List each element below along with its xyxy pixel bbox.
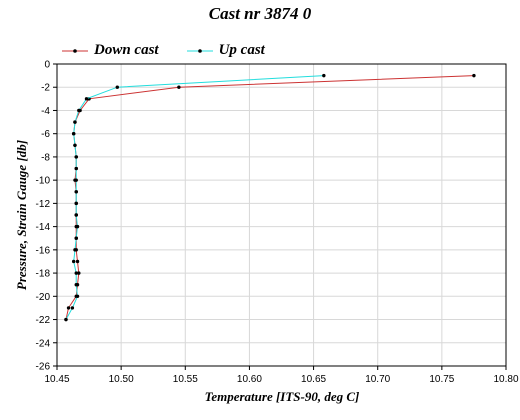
legend-swatch-down-cast bbox=[62, 48, 88, 53]
y-tick-label: -4 bbox=[41, 106, 50, 117]
y-tick-label: -6 bbox=[41, 129, 50, 140]
x-tick-label: 10.55 bbox=[173, 374, 198, 385]
data-point-down-cast bbox=[75, 259, 80, 264]
y-axis-title: Pressure, Strain Gauge [db] bbox=[14, 140, 29, 290]
y-tick-label: -24 bbox=[36, 338, 51, 349]
legend-swatch-up-cast bbox=[186, 48, 213, 53]
y-tick-label: -12 bbox=[36, 199, 51, 210]
y-tick-label: -2 bbox=[41, 83, 50, 94]
data-point-up-cast bbox=[77, 108, 81, 113]
y-tick-label: -22 bbox=[36, 315, 51, 326]
data-point-up-cast bbox=[74, 178, 78, 182]
data-point-up-cast bbox=[74, 271, 78, 275]
legend-label-down-cast: Down cast bbox=[94, 42, 159, 58]
chart-title: Cast nr 3874 0 bbox=[208, 4, 312, 23]
data-point-down-cast bbox=[177, 85, 181, 89]
data-point-up-cast bbox=[74, 236, 78, 240]
x-tick-label: 10.75 bbox=[429, 374, 454, 385]
data-point-up-cast bbox=[74, 201, 78, 206]
x-tick-label: 10.65 bbox=[301, 374, 326, 385]
data-point-up-cast bbox=[73, 120, 77, 124]
chart-legend: Down cast Up cast bbox=[62, 42, 293, 59]
data-point-up-cast bbox=[84, 97, 89, 101]
data-point-down-cast bbox=[66, 306, 71, 310]
data-point-up-cast bbox=[74, 282, 78, 287]
x-tick-label: 10.80 bbox=[493, 374, 518, 385]
legend-item-down-cast: Down cast bbox=[62, 42, 159, 59]
legend-item-up-cast: Up cast bbox=[186, 42, 265, 59]
x-axis-title: Temperature [ITS-90, deg C] bbox=[205, 389, 360, 404]
data-point-up-cast bbox=[71, 259, 76, 264]
data-point-up-cast bbox=[71, 131, 76, 136]
x-tick-label: 10.50 bbox=[109, 374, 134, 385]
data-point-down-cast bbox=[77, 271, 81, 275]
y-tick-label: -8 bbox=[41, 152, 50, 163]
data-point-up-cast bbox=[74, 166, 78, 171]
grid-layer bbox=[56, 63, 507, 367]
y-tick-label: 0 bbox=[44, 60, 50, 71]
x-tick-label: 10.45 bbox=[44, 374, 69, 385]
series-line-down-cast bbox=[65, 75, 474, 320]
data-point-up-cast bbox=[74, 155, 78, 159]
y-tick-label: -16 bbox=[36, 245, 51, 256]
y-tick-label: -20 bbox=[36, 292, 51, 303]
data-point-up-cast bbox=[74, 213, 78, 217]
data-point-up-cast bbox=[115, 85, 119, 89]
y-tick-label: -18 bbox=[36, 269, 51, 280]
series-layer bbox=[64, 73, 476, 322]
series-line-up-cast bbox=[65, 75, 324, 320]
data-point-up-cast bbox=[70, 306, 75, 310]
x-tick-label: 10.70 bbox=[365, 374, 390, 385]
series-up-cast bbox=[64, 73, 326, 322]
data-point-up-cast bbox=[64, 317, 68, 322]
data-point-up-cast bbox=[73, 248, 77, 252]
legend-label-up-cast: Up cast bbox=[218, 42, 265, 58]
series-down-cast bbox=[64, 73, 476, 322]
data-point-up-cast bbox=[322, 73, 326, 78]
data-point-up-cast bbox=[74, 190, 78, 194]
x-tick-label: 10.60 bbox=[237, 374, 262, 385]
y-tick-label: -10 bbox=[36, 176, 51, 187]
y-tick-label: -14 bbox=[36, 222, 51, 233]
data-point-up-cast bbox=[75, 294, 80, 299]
data-point-up-cast bbox=[73, 143, 77, 148]
y-tick-label: -26 bbox=[36, 362, 51, 373]
data-point-down-cast bbox=[472, 73, 476, 78]
data-point-up-cast bbox=[75, 224, 80, 229]
axis-layer: 10.45 10.50 10.55 10.60 10.65 10.70 10.75 10.80… bbox=[36, 60, 519, 386]
plot-frame bbox=[56, 63, 507, 367]
